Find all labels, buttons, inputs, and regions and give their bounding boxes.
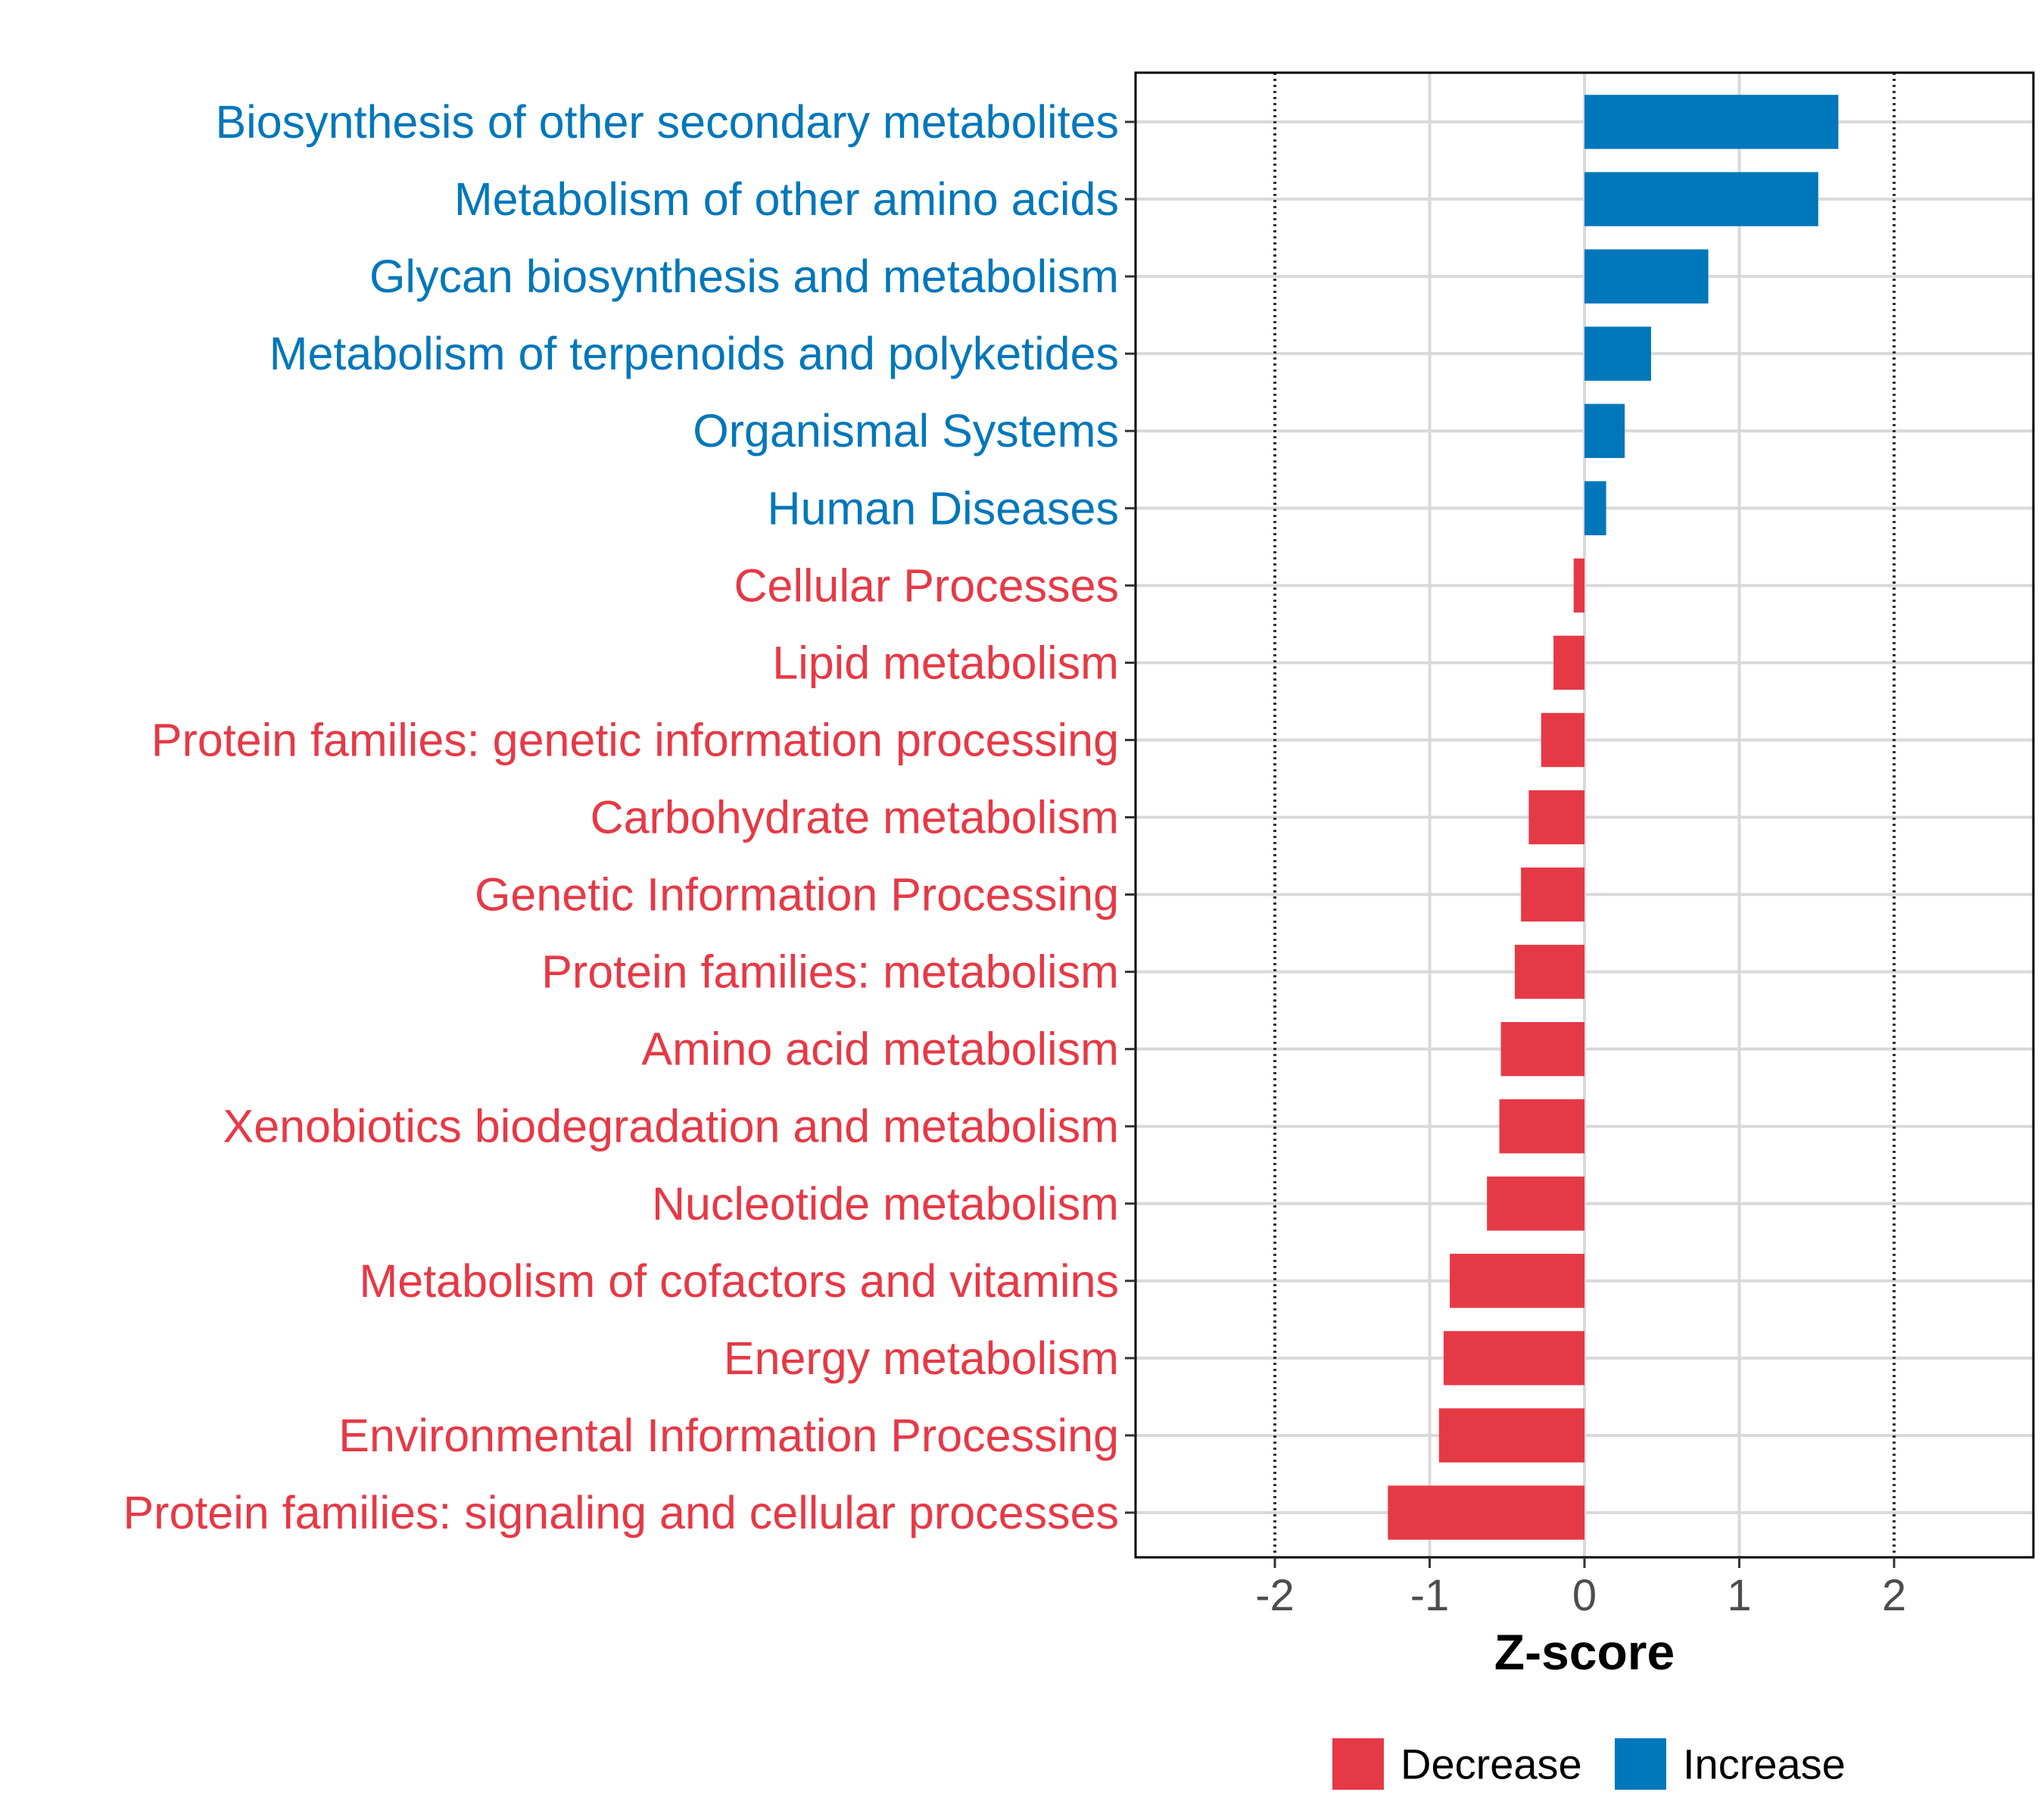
- y-axis: Biosynthesis of other secondary metaboli…: [123, 96, 1136, 1538]
- bar: [1443, 1331, 1584, 1385]
- bar: [1553, 635, 1584, 690]
- bar: [1584, 249, 1709, 304]
- category-label: Human Diseases: [768, 482, 1119, 534]
- category-label: Cellular Processes: [734, 559, 1119, 611]
- category-label: Metabolism of terpenoids and polyketides: [270, 328, 1119, 379]
- x-tick-label: -2: [1255, 1571, 1295, 1620]
- bar: [1514, 944, 1584, 999]
- category-label: Genetic Information Processing: [475, 869, 1119, 921]
- category-label: Protein families: metabolism: [541, 946, 1119, 998]
- category-label: Environmental Information Processing: [338, 1410, 1119, 1461]
- reference-lines: [1273, 73, 1896, 1557]
- category-label: Metabolism of other amino acids: [454, 173, 1119, 225]
- legend-swatch: [1332, 1738, 1384, 1790]
- category-label: Biosynthesis of other secondary metaboli…: [215, 96, 1119, 148]
- x-axis-title: Z-score: [1494, 1624, 1675, 1680]
- bar: [1584, 481, 1606, 535]
- bar: [1487, 1177, 1584, 1231]
- bar: [1541, 712, 1584, 768]
- bar: [1584, 172, 1818, 226]
- bar: [1584, 95, 1839, 149]
- bars-layer: [1388, 95, 1839, 1540]
- category-label: Glycan biosynthesis and metabolism: [369, 251, 1119, 302]
- bar: [1500, 1021, 1584, 1077]
- bar: [1573, 558, 1584, 613]
- x-tick-label: 2: [1882, 1571, 1906, 1620]
- bar: [1499, 1099, 1584, 1154]
- bar: [1388, 1485, 1584, 1540]
- category-label: Energy metabolism: [724, 1332, 1119, 1384]
- x-tick-label: 1: [1727, 1571, 1751, 1620]
- bar: [1584, 404, 1625, 458]
- category-label: Amino acid metabolism: [641, 1024, 1119, 1075]
- category-label: Organismal Systems: [693, 405, 1119, 457]
- category-label: Nucleotide metabolism: [652, 1178, 1119, 1230]
- x-tick-label: -1: [1410, 1571, 1450, 1620]
- legend-swatch: [1615, 1738, 1666, 1790]
- legend-label: Increase: [1683, 1741, 1846, 1788]
- category-label: Xenobiotics biodegradation and metabolis…: [223, 1101, 1119, 1152]
- bar: [1438, 1408, 1584, 1463]
- bar: [1584, 326, 1651, 381]
- category-label: Metabolism of cofactors and vitamins: [359, 1255, 1119, 1307]
- legend: Decrease Increase: [1332, 1738, 1846, 1790]
- bar: [1528, 790, 1584, 845]
- category-label: Lipid metabolism: [772, 637, 1119, 688]
- category-label: Protein families: genetic information pr…: [151, 714, 1119, 765]
- legend-label: Decrease: [1401, 1741, 1582, 1788]
- category-label: Carbohydrate metabolism: [590, 792, 1119, 843]
- bar: [1521, 867, 1584, 922]
- bar: [1450, 1254, 1584, 1308]
- category-label: Protein families: signaling and cellular…: [123, 1487, 1119, 1538]
- x-tick-label: 0: [1572, 1571, 1597, 1620]
- x-axis: -2 -1 0 1 2: [1255, 1557, 1906, 1620]
